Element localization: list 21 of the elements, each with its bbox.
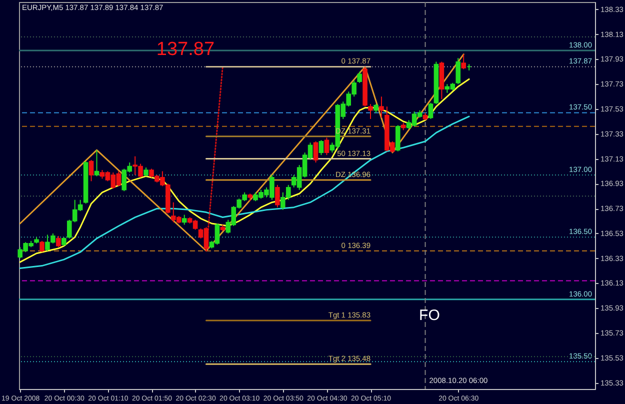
line-series [19, 78, 470, 263]
candlestick [313, 140, 318, 164]
candlestick [56, 235, 61, 248]
candlestick [275, 184, 280, 208]
candlestick [395, 124, 400, 152]
annotation: FO [419, 307, 440, 324]
candlestick [428, 102, 434, 120]
candlestick [40, 240, 44, 253]
candlestick [461, 54, 466, 70]
candlestick [182, 214, 187, 226]
candlestick [88, 160, 94, 182]
candlestick [324, 137, 330, 156]
line-series [19, 116, 470, 270]
candlestick [357, 71, 362, 84]
line-series [19, 54, 464, 252]
candlestick [94, 150, 100, 177]
candlestick [318, 140, 324, 156]
candlestick [368, 104, 373, 120]
candlestick [456, 57, 461, 85]
annotation: 137.87 [156, 38, 215, 60]
candlestick [379, 96, 384, 118]
